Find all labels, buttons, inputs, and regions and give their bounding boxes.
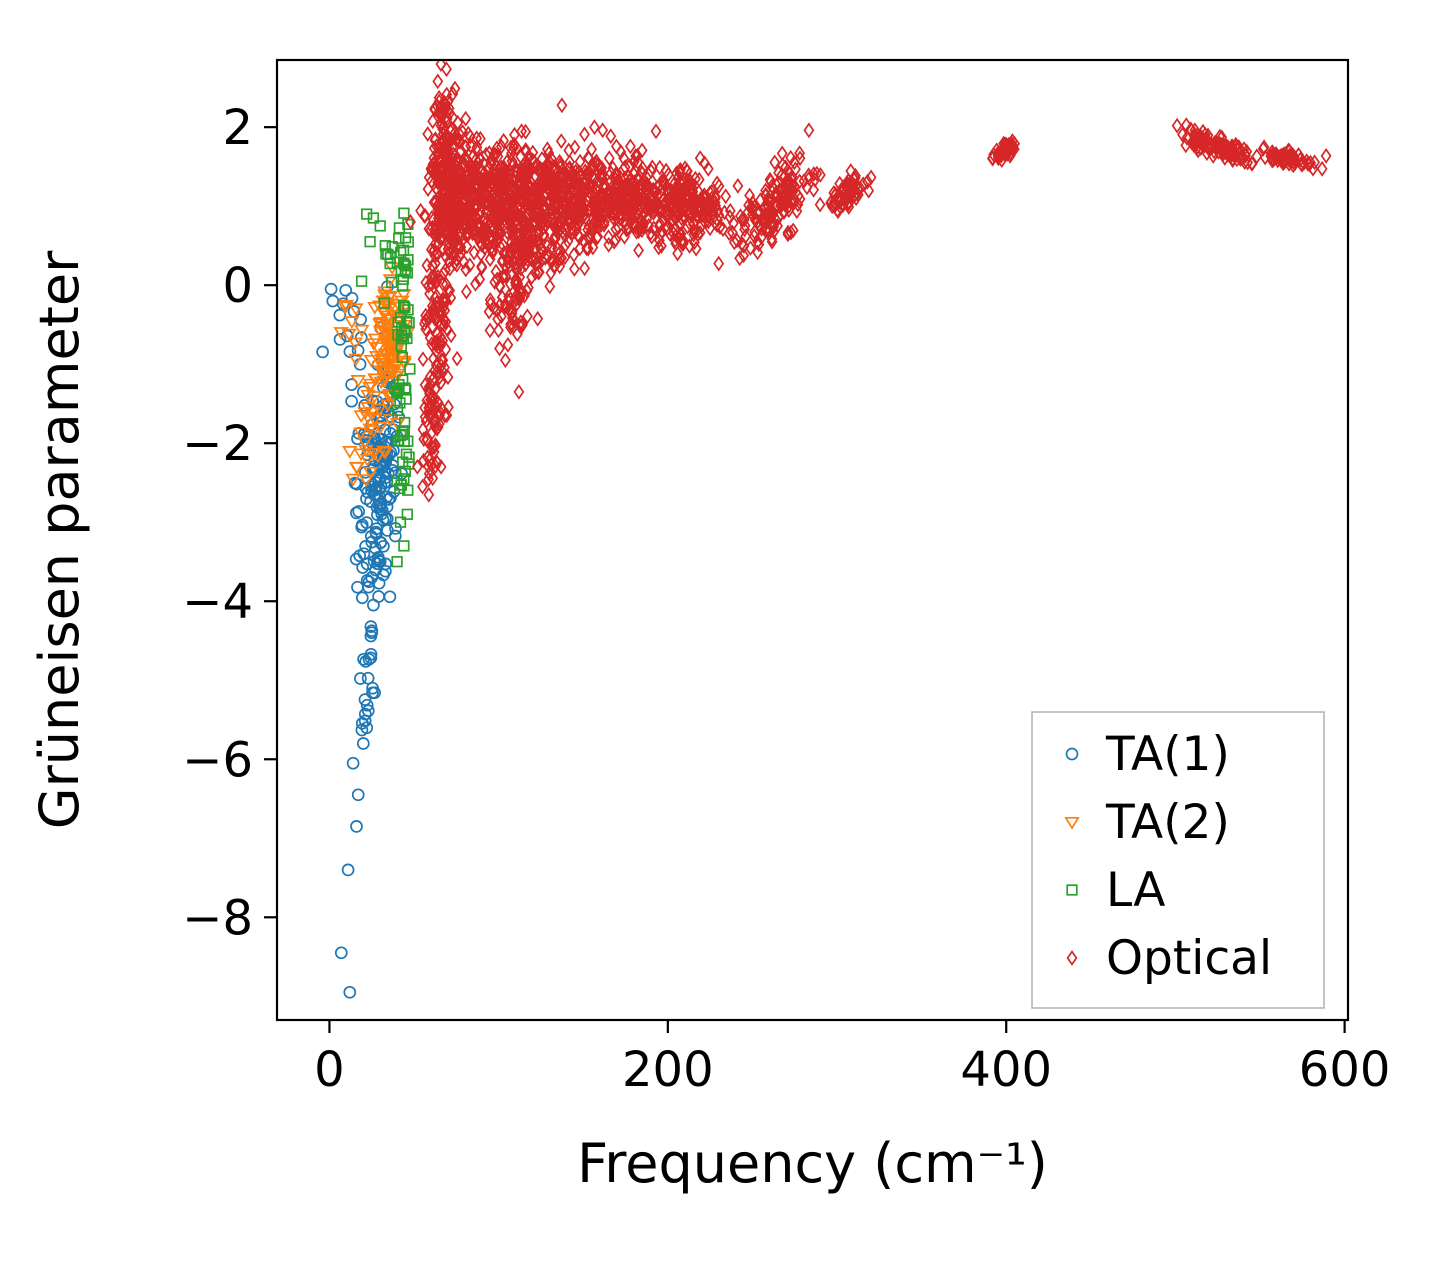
y-tick-label: −4 (182, 574, 253, 630)
legend-label: LA (1106, 863, 1165, 918)
x-tick-label: 600 (1299, 1042, 1391, 1098)
x-tick-label: 400 (960, 1042, 1052, 1098)
y-tick-label: −6 (182, 732, 253, 788)
legend-item-la: LA (1066, 863, 1165, 918)
legend-item-ta-1: TA(1) (1065, 727, 1230, 782)
legend-label: Optical (1106, 931, 1272, 986)
x-tick-label: 200 (622, 1042, 714, 1098)
x-tick-label: 0 (314, 1042, 345, 1098)
y-tick-label: 0 (222, 258, 253, 314)
legend-label: TA(1) (1105, 727, 1230, 782)
y-tick-label: 2 (222, 100, 253, 156)
y-tick-label: −8 (182, 890, 253, 946)
legend-item-ta-2: TA(2) (1064, 795, 1230, 850)
legend-box (1031, 711, 1325, 1009)
y-tick-label: −2 (182, 416, 253, 472)
legend-label: TA(2) (1105, 795, 1230, 850)
y-axis-label: Grüneisen parameter (28, 250, 91, 829)
legend: TA(1) TA(2) LA Optical (1031, 711, 1325, 1009)
legend-item-optical: Optical (1066, 931, 1272, 986)
x-axis-label: Frequency (cm⁻¹) (577, 1132, 1048, 1195)
plot-border (275, 58, 1350, 1022)
